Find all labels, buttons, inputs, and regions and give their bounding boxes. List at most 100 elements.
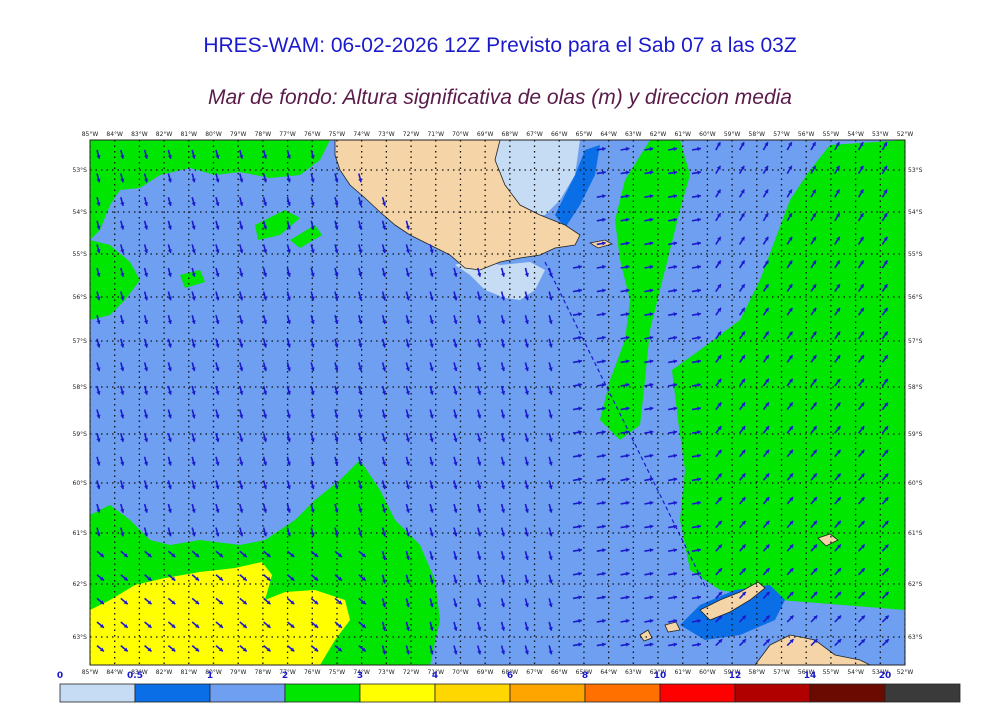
wave-arrow [334, 456, 339, 466]
wave-arrow [215, 644, 224, 652]
wave-arrow [477, 527, 482, 537]
wave-arrow [191, 362, 196, 372]
wave-arrow [524, 385, 529, 395]
lon-label-top: 78°W [255, 131, 272, 138]
wave-arrow [548, 574, 553, 584]
wave-arrow [691, 595, 702, 600]
wave-arrow [381, 362, 387, 372]
wave-arrow [572, 312, 583, 317]
wave-arrow [572, 571, 583, 576]
wave-arrow [715, 378, 722, 387]
wave-arrow [834, 591, 842, 599]
lat-label-right: 60°S [908, 480, 923, 487]
wave-arrow [286, 597, 295, 605]
wave-arrow [858, 567, 866, 576]
wave-arrow [334, 267, 339, 277]
wave-arrow [310, 338, 315, 348]
wave-arrow [524, 291, 529, 301]
wave-arrow [96, 173, 101, 183]
wave-arrow [644, 194, 654, 199]
wave-arrow [429, 645, 434, 655]
colorbar-swatch [359, 683, 436, 703]
wave-arrow [762, 141, 769, 151]
colorbar-swatch [209, 683, 286, 703]
wave-arrow [286, 244, 291, 254]
wave-arrow [405, 550, 410, 561]
wave-arrow [715, 165, 722, 175]
wave-arrow [786, 141, 793, 151]
wave-arrow [381, 503, 387, 513]
wave-arrow [524, 598, 529, 608]
wave-arrow [143, 291, 149, 301]
lon-label-top: 70°W [452, 131, 469, 138]
lon-label-bottom: 80°W [205, 669, 222, 676]
wave-arrow [857, 472, 865, 481]
lon-label-top: 52°W [897, 131, 914, 138]
wave-arrow [881, 425, 889, 434]
wave-arrow [668, 241, 678, 246]
lon-label-top: 85°W [82, 131, 99, 138]
wave-arrow [668, 146, 678, 152]
wave-arrow [96, 385, 101, 395]
wave-arrow [167, 621, 176, 629]
wave-arrow [691, 477, 702, 482]
wave-arrow [262, 456, 268, 466]
wave-arrow [429, 480, 434, 490]
lon-label-bottom: 66°W [551, 669, 568, 676]
lon-label-bottom: 68°W [502, 669, 519, 676]
wave-zone-green-east [672, 140, 905, 610]
wave-arrow [548, 550, 553, 561]
wave-arrow [834, 189, 841, 198]
wave-arrow [215, 362, 220, 372]
wave-arrow [620, 264, 630, 270]
wave-arrow [358, 409, 363, 419]
wave-arrow [334, 550, 343, 558]
wave-arrow [644, 217, 654, 222]
wave-direction-arrows [96, 141, 890, 655]
wave-arrow [620, 453, 630, 458]
wave-arrow [263, 621, 272, 629]
wave-arrow [857, 236, 865, 245]
lon-label-bottom: 57°W [773, 669, 790, 676]
wave-arrow [120, 621, 129, 629]
wave-arrow [524, 432, 529, 443]
wave-arrow [715, 236, 722, 245]
wave-arrow [786, 354, 794, 363]
wave-arrow [739, 614, 747, 623]
wave-arrow [310, 574, 319, 582]
wave-arrow [881, 165, 888, 175]
wave-arrow [191, 244, 196, 254]
colorbar-tick: 12 [729, 671, 742, 681]
wave-arrow [762, 591, 771, 599]
wave-arrow [167, 480, 172, 490]
wave-arrow [143, 385, 149, 395]
wave-arrow [762, 236, 769, 245]
lat-label-left: 53°S [73, 167, 88, 174]
wave-arrow [96, 196, 101, 207]
wave-arrow [262, 480, 268, 490]
wave-arrow [120, 149, 125, 159]
wave-arrow [620, 241, 630, 246]
wave-arrow [500, 291, 506, 301]
wave-arrow [762, 283, 770, 293]
wave-arrow [548, 291, 553, 301]
wave-arrow [738, 354, 746, 363]
wave-arrow [810, 543, 818, 552]
colorbar-tick: 0.5 [127, 671, 143, 681]
wave-arrow [858, 591, 866, 599]
wave-arrow [810, 591, 818, 599]
wave-arrow [715, 260, 722, 269]
wave-arrow [572, 453, 583, 458]
wave-arrow [881, 354, 889, 363]
wave-arrow [668, 500, 678, 506]
lon-label-bottom: 72°W [403, 669, 420, 676]
lon-label-top: 69°W [477, 131, 494, 138]
wave-arrow [262, 291, 268, 301]
wave-arrow [691, 406, 702, 411]
wave-arrow [263, 574, 272, 582]
wave-arrow [144, 644, 153, 652]
land-islet-1 [817, 533, 839, 547]
wave-arrow [738, 141, 745, 151]
lat-label-left: 56°S [73, 294, 88, 301]
wave-arrow [762, 307, 770, 316]
